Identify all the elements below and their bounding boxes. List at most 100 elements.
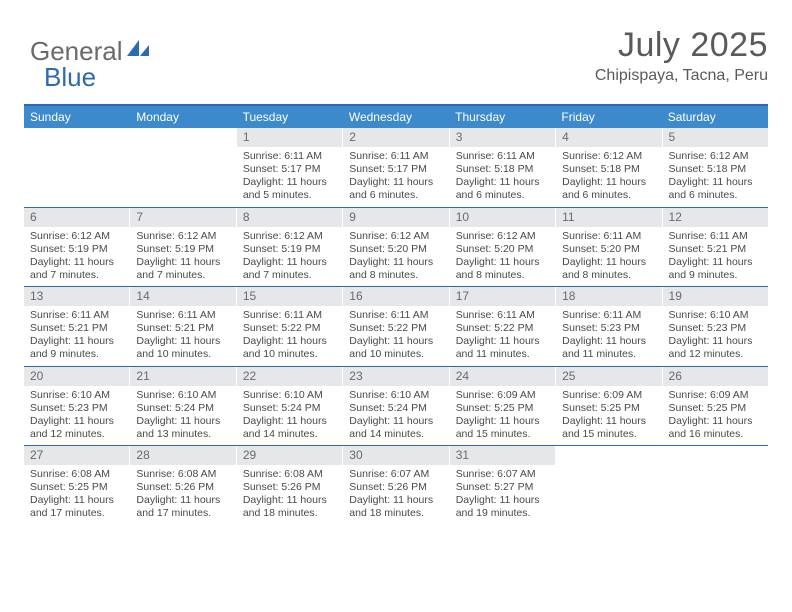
day-body: Sunrise: 6:07 AMSunset: 5:27 PMDaylight:…	[450, 465, 555, 525]
sunrise-line: Sunrise: 6:12 AM	[349, 230, 442, 243]
calendar: SundayMondayTuesdayWednesdayThursdayFrid…	[24, 104, 768, 525]
day-body: Sunrise: 6:11 AMSunset: 5:21 PMDaylight:…	[663, 227, 768, 287]
day-body: Sunrise: 6:12 AMSunset: 5:18 PMDaylight:…	[556, 147, 661, 207]
sunset-line: Sunset: 5:24 PM	[349, 402, 442, 415]
day-body: Sunrise: 6:08 AMSunset: 5:25 PMDaylight:…	[24, 465, 129, 525]
calendar-day: 5Sunrise: 6:12 AMSunset: 5:18 PMDaylight…	[663, 128, 768, 207]
daylight-line: Daylight: 11 hours and 9 minutes.	[30, 335, 123, 361]
day-number: 26	[663, 367, 768, 386]
day-body: Sunrise: 6:08 AMSunset: 5:26 PMDaylight:…	[237, 465, 342, 525]
sunrise-line: Sunrise: 6:08 AM	[30, 468, 123, 481]
sunrise-line: Sunrise: 6:09 AM	[456, 389, 549, 402]
day-number: 19	[663, 287, 768, 306]
day-number: 28	[130, 446, 235, 465]
day-body: Sunrise: 6:12 AMSunset: 5:18 PMDaylight:…	[663, 147, 768, 207]
sunset-line: Sunset: 5:26 PM	[136, 481, 229, 494]
day-number: 11	[556, 208, 661, 227]
sunrise-line: Sunrise: 6:10 AM	[669, 309, 762, 322]
daylight-line: Daylight: 11 hours and 12 minutes.	[669, 335, 762, 361]
sunset-line: Sunset: 5:22 PM	[456, 322, 549, 335]
day-number: 15	[237, 287, 342, 306]
day-number: 4	[556, 128, 661, 147]
sunset-line: Sunset: 5:23 PM	[669, 322, 762, 335]
calendar-day: 8Sunrise: 6:12 AMSunset: 5:19 PMDaylight…	[237, 208, 343, 287]
sunset-line: Sunset: 5:17 PM	[349, 163, 442, 176]
calendar-day: 15Sunrise: 6:11 AMSunset: 5:22 PMDayligh…	[237, 287, 343, 366]
day-number: 27	[24, 446, 129, 465]
weekday-saturday: Saturday	[662, 106, 768, 128]
sunset-line: Sunset: 5:21 PM	[30, 322, 123, 335]
sunset-line: Sunset: 5:18 PM	[562, 163, 655, 176]
calendar-day: 17Sunrise: 6:11 AMSunset: 5:22 PMDayligh…	[450, 287, 556, 366]
calendar-day-blank	[663, 446, 768, 525]
day-body: Sunrise: 6:11 AMSunset: 5:17 PMDaylight:…	[343, 147, 448, 207]
sunset-line: Sunset: 5:22 PM	[243, 322, 336, 335]
sunset-line: Sunset: 5:27 PM	[456, 481, 549, 494]
calendar-weeks: 1Sunrise: 6:11 AMSunset: 5:17 PMDaylight…	[24, 128, 768, 525]
sunset-line: Sunset: 5:18 PM	[669, 163, 762, 176]
day-number: 9	[343, 208, 448, 227]
day-body: Sunrise: 6:11 AMSunset: 5:22 PMDaylight:…	[450, 306, 555, 366]
sunrise-line: Sunrise: 6:10 AM	[136, 389, 229, 402]
sunrise-line: Sunrise: 6:12 AM	[456, 230, 549, 243]
calendar-day: 27Sunrise: 6:08 AMSunset: 5:25 PMDayligh…	[24, 446, 130, 525]
sunset-line: Sunset: 5:22 PM	[349, 322, 442, 335]
day-body: Sunrise: 6:09 AMSunset: 5:25 PMDaylight:…	[556, 386, 661, 446]
daylight-line: Daylight: 11 hours and 6 minutes.	[669, 176, 762, 202]
sunrise-line: Sunrise: 6:11 AM	[30, 309, 123, 322]
sunset-line: Sunset: 5:21 PM	[669, 243, 762, 256]
calendar-day: 13Sunrise: 6:11 AMSunset: 5:21 PMDayligh…	[24, 287, 130, 366]
sunrise-line: Sunrise: 6:11 AM	[456, 150, 549, 163]
sunrise-line: Sunrise: 6:12 AM	[243, 230, 336, 243]
day-number: 8	[237, 208, 342, 227]
calendar-day: 12Sunrise: 6:11 AMSunset: 5:21 PMDayligh…	[663, 208, 768, 287]
calendar-day-blank	[556, 446, 662, 525]
calendar-week: 20Sunrise: 6:10 AMSunset: 5:23 PMDayligh…	[24, 366, 768, 446]
day-number: 20	[24, 367, 129, 386]
sunrise-line: Sunrise: 6:07 AM	[349, 468, 442, 481]
daylight-line: Daylight: 11 hours and 12 minutes.	[30, 415, 123, 441]
sunset-line: Sunset: 5:18 PM	[456, 163, 549, 176]
daylight-line: Daylight: 11 hours and 17 minutes.	[136, 494, 229, 520]
sunrise-line: Sunrise: 6:12 AM	[562, 150, 655, 163]
day-body: Sunrise: 6:07 AMSunset: 5:26 PMDaylight:…	[343, 465, 448, 525]
daylight-line: Daylight: 11 hours and 7 minutes.	[243, 256, 336, 282]
day-number: 2	[343, 128, 448, 147]
sunset-line: Sunset: 5:25 PM	[669, 402, 762, 415]
day-body: Sunrise: 6:11 AMSunset: 5:22 PMDaylight:…	[237, 306, 342, 366]
sunrise-line: Sunrise: 6:11 AM	[562, 309, 655, 322]
sunrise-line: Sunrise: 6:11 AM	[456, 309, 549, 322]
daylight-line: Daylight: 11 hours and 11 minutes.	[562, 335, 655, 361]
daylight-line: Daylight: 11 hours and 9 minutes.	[669, 256, 762, 282]
day-body: Sunrise: 6:12 AMSunset: 5:19 PMDaylight:…	[24, 227, 129, 287]
sunrise-line: Sunrise: 6:10 AM	[243, 389, 336, 402]
calendar-day: 18Sunrise: 6:11 AMSunset: 5:23 PMDayligh…	[556, 287, 662, 366]
calendar-day: 1Sunrise: 6:11 AMSunset: 5:17 PMDaylight…	[237, 128, 343, 207]
day-body: Sunrise: 6:10 AMSunset: 5:24 PMDaylight:…	[130, 386, 235, 446]
sunrise-line: Sunrise: 6:11 AM	[349, 309, 442, 322]
sunrise-line: Sunrise: 6:11 AM	[243, 309, 336, 322]
sunrise-line: Sunrise: 6:11 AM	[243, 150, 336, 163]
calendar-day: 26Sunrise: 6:09 AMSunset: 5:25 PMDayligh…	[663, 367, 768, 446]
day-number: 1	[237, 128, 342, 147]
calendar-week: 27Sunrise: 6:08 AMSunset: 5:25 PMDayligh…	[24, 445, 768, 525]
calendar-week: 6Sunrise: 6:12 AMSunset: 5:19 PMDaylight…	[24, 207, 768, 287]
daylight-line: Daylight: 11 hours and 8 minutes.	[562, 256, 655, 282]
calendar-week: 1Sunrise: 6:11 AMSunset: 5:17 PMDaylight…	[24, 128, 768, 207]
calendar-day: 25Sunrise: 6:09 AMSunset: 5:25 PMDayligh…	[556, 367, 662, 446]
calendar-day: 7Sunrise: 6:12 AMSunset: 5:19 PMDaylight…	[130, 208, 236, 287]
sunrise-line: Sunrise: 6:12 AM	[669, 150, 762, 163]
daylight-line: Daylight: 11 hours and 13 minutes.	[136, 415, 229, 441]
daylight-line: Daylight: 11 hours and 10 minutes.	[243, 335, 336, 361]
day-number: 16	[343, 287, 448, 306]
day-number: 31	[450, 446, 555, 465]
sunset-line: Sunset: 5:20 PM	[562, 243, 655, 256]
calendar-day: 4Sunrise: 6:12 AMSunset: 5:18 PMDaylight…	[556, 128, 662, 207]
sunrise-line: Sunrise: 6:11 AM	[669, 230, 762, 243]
sunset-line: Sunset: 5:24 PM	[243, 402, 336, 415]
sunrise-line: Sunrise: 6:09 AM	[562, 389, 655, 402]
day-number: 5	[663, 128, 768, 147]
sunset-line: Sunset: 5:23 PM	[562, 322, 655, 335]
day-body: Sunrise: 6:09 AMSunset: 5:25 PMDaylight:…	[663, 386, 768, 446]
day-number: 25	[556, 367, 661, 386]
